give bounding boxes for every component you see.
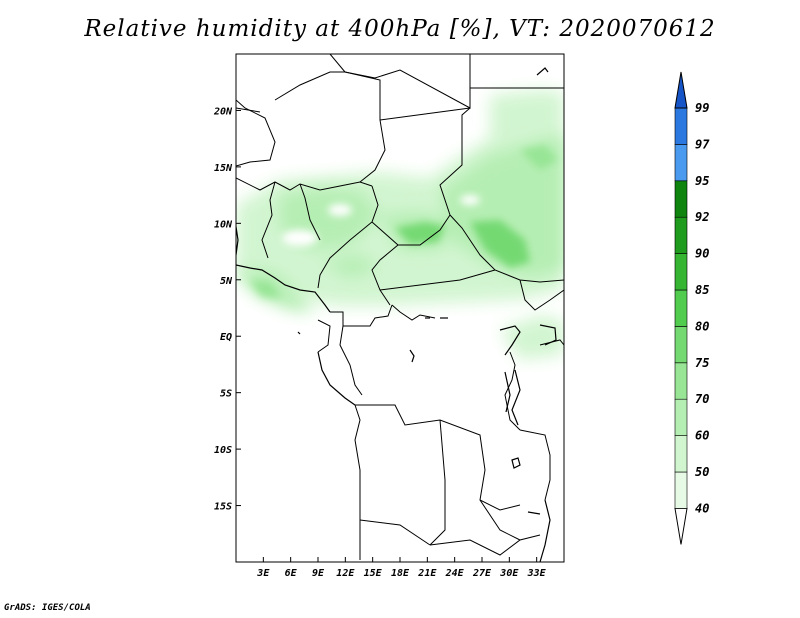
humidity-zone-75-coast xyxy=(250,280,282,298)
lon-tick-label: 3E xyxy=(256,568,270,579)
colorbar-label: 85 xyxy=(695,283,709,297)
humidity-zone-70-south xyxy=(320,255,380,278)
humidity-zone-70-coast xyxy=(240,268,315,312)
colorbar-label: 70 xyxy=(695,392,709,406)
colorbar-segment xyxy=(674,253,688,291)
lat-tick-label: 20N xyxy=(213,106,233,117)
humidity-zone-60-north xyxy=(490,90,564,150)
colorbar-segment xyxy=(674,398,688,436)
humidity-zone-75-north xyxy=(520,145,558,170)
lon-tick-label: 6E xyxy=(285,568,298,579)
chart-title: Relative humidity at 400hPa [%], VT: 202… xyxy=(84,16,716,42)
lon-tick-label: 24E xyxy=(445,568,465,579)
colorbar-segment xyxy=(674,326,688,364)
humidity-zone-80-center xyxy=(395,222,445,244)
colorbar-segment xyxy=(674,107,688,145)
colorbar-label: 60 xyxy=(695,429,709,443)
colorbar-label: 92 xyxy=(695,210,709,224)
lat-tick-label: EQ xyxy=(220,332,232,343)
colorbar-segment xyxy=(674,216,688,254)
colorbar-label: 50 xyxy=(695,465,709,479)
humidity-zone-80-east xyxy=(470,220,530,268)
colorbar-segment xyxy=(674,289,688,327)
colorbar-label: 90 xyxy=(695,247,709,261)
colorbar-label: 97 xyxy=(695,137,710,151)
humidity-field xyxy=(236,90,564,360)
colorbar-label: 99 xyxy=(695,101,709,115)
dry-patches xyxy=(282,195,480,246)
colorbar-segment xyxy=(674,362,688,400)
lon-tick-label: 30E xyxy=(499,568,519,579)
colorbar-segment xyxy=(674,180,688,218)
map-axes: 3E 6E 9E 12E 15E 18E 21E 24E 27E 30E 33E 20N 15N 10N 5… xyxy=(213,106,547,579)
lat-tick-label: 10N xyxy=(214,219,233,230)
colorbar-segment xyxy=(674,435,688,473)
coastlines xyxy=(236,67,557,562)
colorbar-high-arrow xyxy=(674,71,688,109)
lat-tick-label: 10S xyxy=(214,445,232,456)
colorbar: 40 50 60 70 75 80 85 90 92 95 97 99 xyxy=(674,71,710,545)
colorbar-low-arrow xyxy=(674,507,688,545)
colorbar-label: 95 xyxy=(695,174,709,188)
country-borders xyxy=(236,54,564,560)
lon-tick-label: 18E xyxy=(391,568,410,579)
lon-tick-label: 9E xyxy=(312,568,325,579)
lon-tick-label: 12E xyxy=(336,568,355,579)
colorbar-label: 80 xyxy=(695,319,709,333)
colorbar-label: 40 xyxy=(695,501,709,515)
colorbar-label: 75 xyxy=(695,356,709,370)
lat-tick-label: 5S xyxy=(220,389,232,400)
lon-tick-label: 15E xyxy=(364,568,383,579)
lon-tick-label: 27E xyxy=(472,568,492,579)
lat-tick-label: 15N xyxy=(214,163,233,174)
colorbar-segment xyxy=(674,144,688,182)
colorbar-segment xyxy=(674,471,688,509)
lon-tick-label: 21E xyxy=(417,568,437,579)
lon-tick-label: 33E xyxy=(527,568,547,579)
grads-credit: GrADS: IGES/COLA xyxy=(4,603,91,613)
lat-tick-label: 15S xyxy=(214,502,232,513)
lat-tick-label: 5N xyxy=(220,276,233,287)
